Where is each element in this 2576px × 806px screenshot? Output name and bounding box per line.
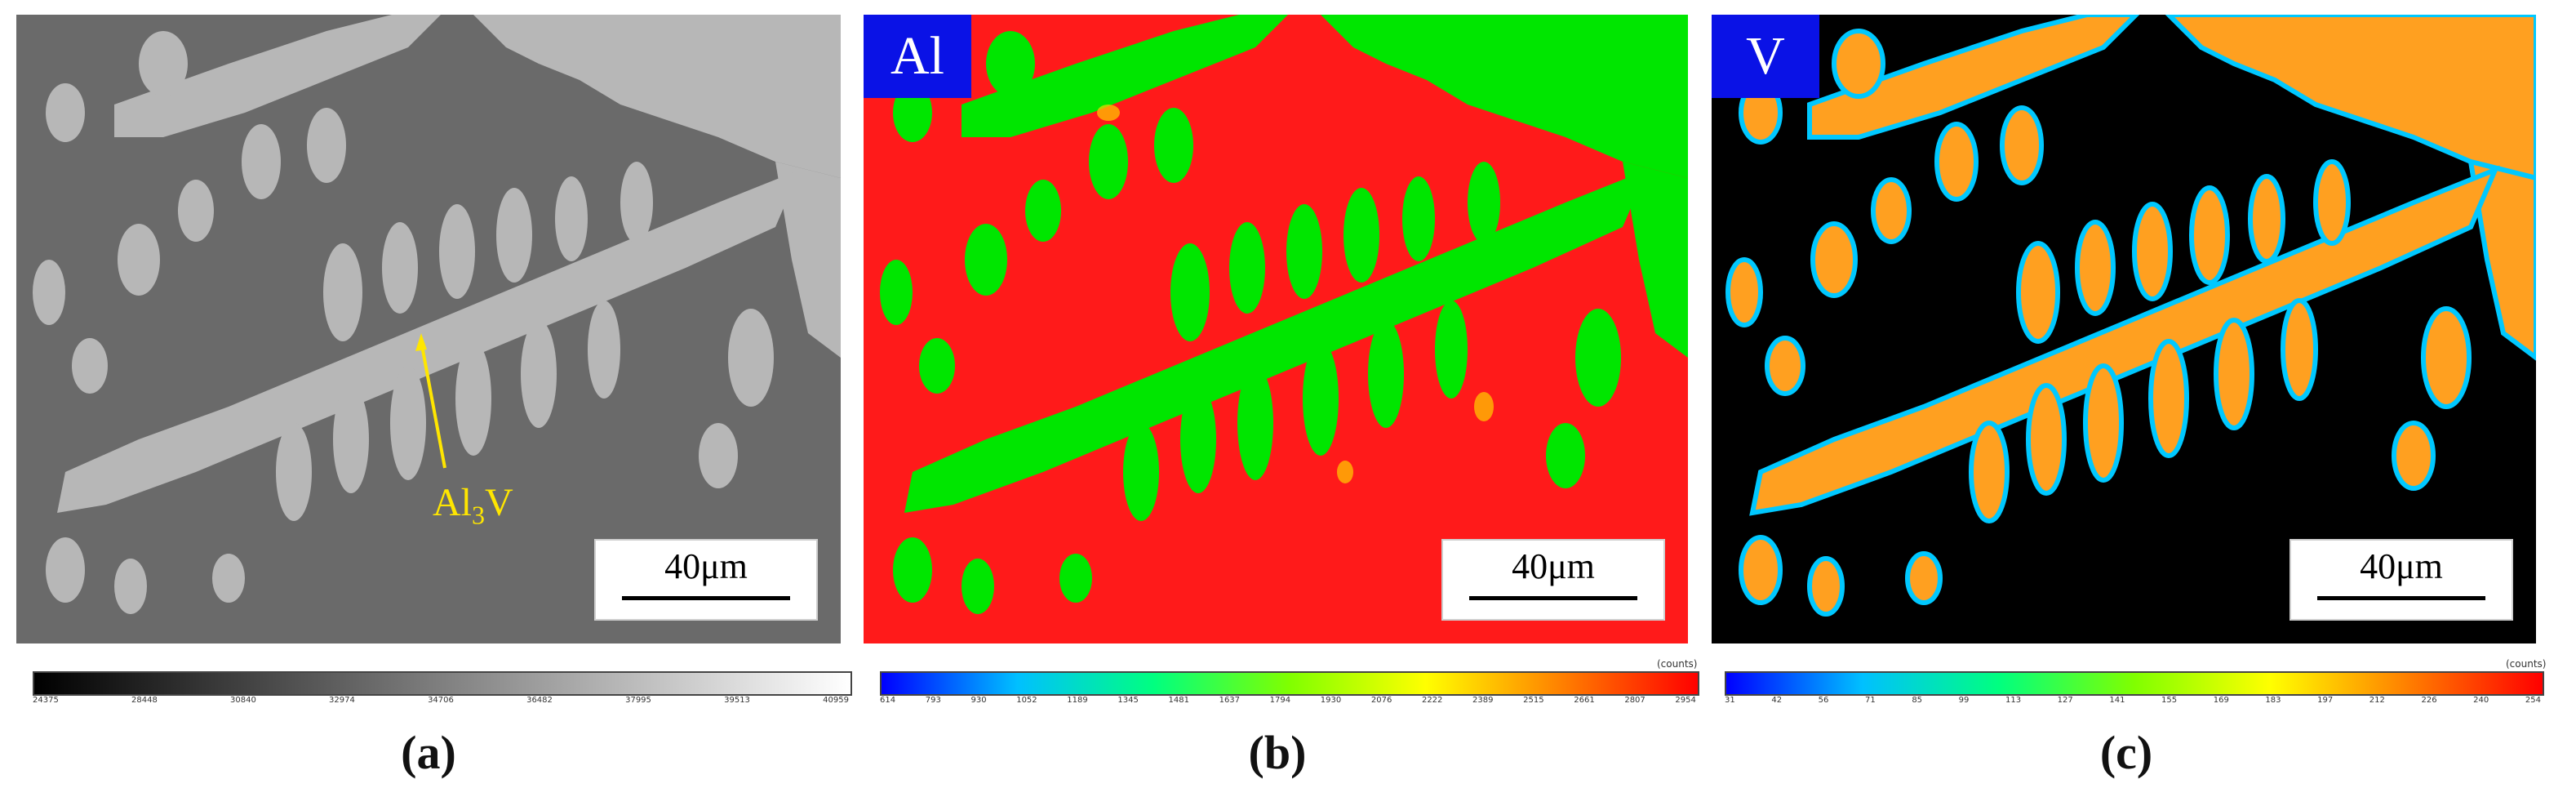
colorbar-tick-label: 1481: [1168, 696, 1189, 705]
scale-bar-label: 40μm: [2360, 546, 2443, 586]
element-label-v: V: [1712, 15, 1819, 98]
counts-label: (counts): [1657, 658, 1698, 670]
scale-bar-line: [622, 596, 790, 600]
colorbar-tick-label: 2807: [1624, 696, 1646, 705]
colorbar-ticks-a: 24375 28448 30840 32974 34706 36482 37995 39513…: [33, 696, 849, 709]
scale-bar: 40μm: [594, 539, 818, 621]
colorbar-tick-label: 2076: [1370, 696, 1392, 705]
colorbar-tick-label: 197: [2317, 696, 2334, 705]
element-label-al: Al: [864, 15, 971, 98]
al-element-map: [880, 15, 1688, 614]
al-map-panel: Al 40μm: [864, 15, 1688, 643]
phase-annotation: Al3V: [433, 481, 513, 530]
phase-pointer-line: [420, 341, 446, 469]
colorbar-tick-label: 113: [2005, 696, 2022, 705]
scale-bar: 40μm: [1441, 539, 1665, 621]
caption-c: (c): [2099, 726, 2153, 779]
colorbar-tick-label: 28448: [131, 696, 158, 705]
colorbar-tick-label: 614: [880, 696, 896, 705]
colorbar-tick-label: 2954: [1675, 696, 1696, 705]
colorbar-tick-label: 127: [2057, 696, 2073, 705]
colorbar-tick-label: 1052: [1016, 696, 1037, 705]
colorbar-tick-label: 32974: [329, 696, 355, 705]
colorbar-tick-label: 155: [2161, 696, 2178, 705]
colorbar-tick-label: 930: [970, 696, 987, 705]
v-map-panel: V 40μm: [1712, 15, 2536, 643]
colorbar-tick-label: 56: [1818, 696, 1829, 705]
colorbar-tick-label: 793: [925, 696, 941, 705]
v-colorbar: [1725, 671, 2544, 696]
colorbar-tick-label: 40959: [823, 696, 849, 705]
colorbar-tick-label: 1794: [1269, 696, 1291, 705]
colorbar-tick-label: 1637: [1219, 696, 1241, 705]
colorbar-tick-label: 2661: [1574, 696, 1595, 705]
colorbar-ticks-c: 31 42 56 71 85 99 113 127 141 155 169 183 197 212 226 2…: [1725, 696, 2541, 709]
sem-micrograph: [33, 15, 841, 614]
colorbar-tick-label: 34706: [428, 696, 454, 705]
phase-pointer-arrowhead: [415, 333, 427, 351]
colorbar-tick-label: 240: [2473, 696, 2489, 705]
colorbar-tick-label: 99: [1958, 696, 1970, 705]
al-colorbar: [880, 671, 1699, 696]
v-element-map: [1725, 15, 2536, 617]
colorbar-tick-label: 141: [2109, 696, 2125, 705]
colorbar-tick-label: 212: [2369, 696, 2385, 705]
scale-bar-label: 40μm: [1512, 546, 1595, 586]
colorbar-tick-label: 39513: [724, 696, 750, 705]
colorbar-tick-label: 169: [2213, 696, 2229, 705]
colorbar-tick-label: 254: [2525, 696, 2541, 705]
sem-image-panel: Al3V 40μm: [16, 15, 841, 643]
colorbar-tick-label: 31: [1725, 696, 1735, 705]
scale-bar-label: 40μm: [664, 546, 748, 586]
colorbar-tick-label: 1930: [1320, 696, 1342, 705]
colorbar-tick-label: 37995: [625, 696, 651, 705]
scale-bar-line: [1469, 596, 1637, 600]
colorbar-tick-label: 42: [1771, 696, 1783, 705]
counts-label: (counts): [2506, 658, 2547, 670]
colorbar-tick-label: 36482: [526, 696, 553, 705]
grayscale-colorbar: [33, 671, 852, 696]
caption-b: (b): [1248, 726, 1307, 779]
colorbar-tick-label: 183: [2265, 696, 2281, 705]
colorbar-tick-label: 2515: [1523, 696, 1544, 705]
caption-a: (a): [401, 726, 456, 779]
colorbar-tick-label: 2389: [1472, 696, 1494, 705]
colorbar-tick-label: 2222: [1421, 696, 1443, 705]
scale-bar-line: [2317, 596, 2485, 600]
colorbar-ticks-b: 614 793 930 1052 1189 1345 1481 1637 1794 1930 207…: [880, 696, 1696, 709]
colorbar-tick-label: 85: [1912, 696, 1923, 705]
colorbar-tick-label: 71: [1864, 696, 1876, 705]
colorbar-tick-label: 24375: [33, 696, 59, 705]
colorbar-tick-label: 1345: [1117, 696, 1139, 705]
scale-bar: 40μm: [2290, 539, 2513, 621]
colorbar-tick-label: 226: [2421, 696, 2437, 705]
colorbar-tick-label: 30840: [230, 696, 256, 705]
colorbar-tick-label: 1189: [1067, 696, 1088, 705]
